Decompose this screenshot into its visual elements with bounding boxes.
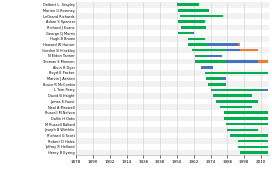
Bar [258,60,268,63]
Bar [180,15,223,17]
Bar [239,146,268,148]
Bar [224,117,268,120]
Bar [178,32,192,34]
Bar [195,55,208,57]
Bar [201,66,213,68]
Bar [211,89,261,91]
Bar [239,43,240,46]
Bar [220,106,252,108]
Bar [227,129,258,131]
Bar [76,19,269,25]
Bar [239,146,268,148]
Bar [76,121,269,127]
Bar [205,72,268,74]
Bar [76,25,269,30]
Bar [76,47,269,53]
Bar [213,94,252,97]
Bar [201,66,202,68]
Bar [76,127,269,133]
Bar [76,59,269,64]
Bar [240,151,268,154]
Bar [192,49,226,51]
Bar [239,140,268,142]
Bar [211,89,268,91]
Bar [76,53,269,59]
Bar [76,87,269,93]
Bar [206,77,226,80]
Bar [178,32,194,34]
Bar [230,134,268,137]
Bar [224,112,268,114]
Bar [208,83,226,86]
Bar [226,123,268,125]
Bar [226,123,268,125]
Bar [178,9,208,12]
Bar [216,100,258,103]
Bar [76,110,269,116]
Bar [240,151,268,154]
Bar [206,77,222,80]
Bar [76,8,269,13]
Bar [177,3,199,6]
Bar [76,13,269,19]
Bar [76,81,269,87]
Bar [188,43,208,46]
Bar [213,94,252,97]
Bar [76,104,269,110]
Bar [180,15,223,17]
Bar [177,3,199,6]
Bar [224,117,268,120]
Bar [227,129,258,131]
Bar [76,42,269,47]
Bar [230,134,268,137]
Bar [178,21,205,23]
Bar [188,38,205,40]
Bar [239,140,268,142]
Bar [178,21,205,23]
Bar [220,106,252,108]
Bar [181,26,206,29]
Bar [181,26,206,29]
Bar [188,43,239,46]
Bar [195,60,268,63]
Bar [195,60,226,63]
Bar [178,9,209,12]
Bar [76,70,269,76]
Bar [192,49,258,51]
Bar [195,55,222,57]
Bar [224,112,268,114]
Bar [240,49,258,51]
Bar [205,72,268,74]
Bar [76,138,269,144]
Bar [76,133,269,138]
Bar [76,76,269,81]
Bar [76,93,269,99]
Bar [76,30,269,36]
Bar [76,64,269,70]
Bar [76,36,269,42]
Bar [76,144,269,150]
Bar [76,150,269,155]
Bar [188,38,205,40]
Bar [76,99,269,104]
Bar [76,2,269,8]
Bar [76,116,269,121]
Bar [216,100,258,103]
Bar [208,83,226,86]
